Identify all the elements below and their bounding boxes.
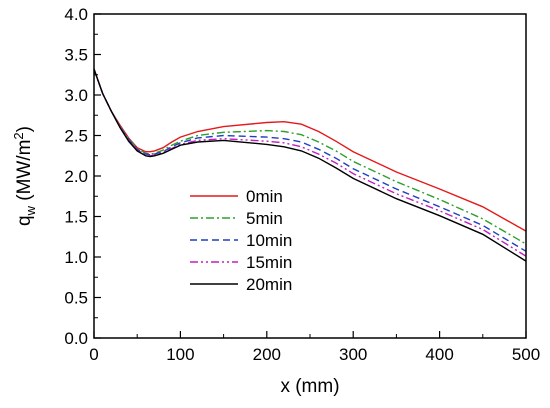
y-tick-label: 3.5 <box>64 46 88 65</box>
y-tick-label: 2.0 <box>64 167 88 186</box>
x-axis-ticks: 0 100 200 300 400 500 <box>89 331 540 364</box>
legend-label: 5min <box>246 209 283 228</box>
y-tick-label: 3.0 <box>64 86 88 105</box>
legend: 0min 5min 10min 15min 20min <box>190 187 292 294</box>
y-axis-title-unit-open: (MW/m <box>14 140 35 206</box>
legend-label: 10min <box>246 231 292 250</box>
x-tick-label: 100 <box>166 345 194 364</box>
y-tick-label: 1.5 <box>64 208 88 227</box>
x-tick-label: 300 <box>339 345 367 364</box>
series-line-20min <box>93 68 527 262</box>
y-axis-ticks: 0.0 0.5 1.0 1.5 2.0 2.5 3.0 3.5 4.0 <box>64 5 101 348</box>
series-line-10min <box>93 68 527 252</box>
legend-label: 15min <box>246 253 292 272</box>
plot-lines <box>93 68 527 262</box>
series-line-15min <box>93 68 527 257</box>
y-axis-title: qw (MW/m2) <box>11 126 38 226</box>
y-tick-label: 0.0 <box>64 329 88 348</box>
y-tick-label: 1.0 <box>64 248 88 267</box>
y-axis-title-sub: w <box>23 205 38 216</box>
series-line-5min <box>93 68 527 245</box>
y-tick-label: 4.0 <box>64 5 88 24</box>
y-tick-label: 2.5 <box>64 127 88 146</box>
legend-label: 0min <box>246 187 283 206</box>
x-tick-label: 200 <box>253 345 281 364</box>
legend-label: 20min <box>246 275 292 294</box>
y-axis-title-sup: 2 <box>11 132 26 139</box>
x-tick-label: 400 <box>425 345 453 364</box>
x-tick-label: 500 <box>512 345 540 364</box>
series-line-0min <box>93 68 527 232</box>
plot-frame <box>93 13 527 339</box>
x-tick-label: 0 <box>89 345 98 364</box>
y-axis-title-unit-close: ) <box>14 126 35 132</box>
y-axis-title-main: q <box>14 215 35 226</box>
x-axis-title: x (mm) <box>280 376 339 397</box>
y-tick-label: 0.5 <box>64 289 88 308</box>
